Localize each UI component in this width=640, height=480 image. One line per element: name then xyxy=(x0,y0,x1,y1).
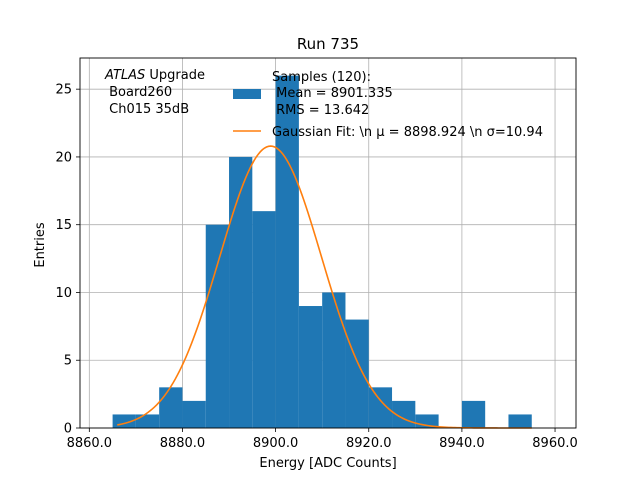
histogram-bar xyxy=(368,387,393,428)
histogram-bars xyxy=(112,75,532,428)
legend: Samples (120): Mean = 8901.335 RMS = 13.… xyxy=(233,70,543,140)
annotation-line-1: ATLAS Upgrade xyxy=(104,68,205,83)
x-axis-label: Energy [ADC Counts] xyxy=(259,456,396,471)
histogram-bar xyxy=(298,306,323,428)
histogram-bar xyxy=(229,156,253,428)
axes-frame xyxy=(79,57,577,429)
x-tick-label: 8880.0 xyxy=(160,436,206,451)
histogram-bar xyxy=(135,414,160,428)
legend-fit-label: Gaussian Fit: \n μ = 8898.924 \n σ=10.94 xyxy=(272,125,543,140)
annotation-upgrade: Upgrade xyxy=(145,68,205,83)
x-tick-label: 8900.0 xyxy=(253,436,299,451)
annotation-line-2: Board260 xyxy=(105,85,172,100)
x-tick-label: 8940.0 xyxy=(439,436,485,451)
histogram-bar xyxy=(252,211,276,428)
y-tick-label: 10 xyxy=(55,286,72,301)
y-tick-label: 25 xyxy=(55,83,72,98)
x-tick-label: 8960.0 xyxy=(532,436,578,451)
x-axis-ticks: 8860.0 8880.0 8900.0 8920.0 8940.0 8960.0 xyxy=(67,428,578,451)
atlas-annotation: ATLAS Upgrade Board260 Ch015 35dB xyxy=(104,68,205,117)
histogram-bar xyxy=(345,319,369,428)
annotation-line-3: Ch015 35dB xyxy=(105,102,189,117)
y-axis-ticks: 0 5 10 15 20 25 xyxy=(55,83,80,437)
y-tick-label: 20 xyxy=(55,150,72,165)
x-tick-label: 8860.0 xyxy=(67,436,113,451)
histogram-bar xyxy=(275,75,299,428)
histogram-bar xyxy=(461,400,486,428)
histogram-bar xyxy=(508,414,532,428)
histogram-bar xyxy=(159,387,183,428)
annotation-atlas-italic: ATLAS xyxy=(104,68,145,83)
legend-samples-swatch xyxy=(233,89,261,99)
legend-samples-line-2: Mean = 8901.335 xyxy=(272,86,393,101)
legend-samples-line-1: Samples (120): xyxy=(272,70,371,85)
legend-samples-line-3: RMS = 13.642 xyxy=(272,103,369,118)
y-tick-label: 5 xyxy=(64,354,72,369)
y-tick-label: 15 xyxy=(55,218,72,233)
histogram-bar xyxy=(182,400,206,428)
x-tick-label: 8920.0 xyxy=(346,436,392,451)
y-tick-label: 0 xyxy=(64,422,72,437)
chart-title: Run 735 xyxy=(297,35,359,53)
y-axis-label: Entries xyxy=(33,222,48,268)
histogram-bar xyxy=(205,224,230,428)
histogram-bar xyxy=(322,292,346,428)
